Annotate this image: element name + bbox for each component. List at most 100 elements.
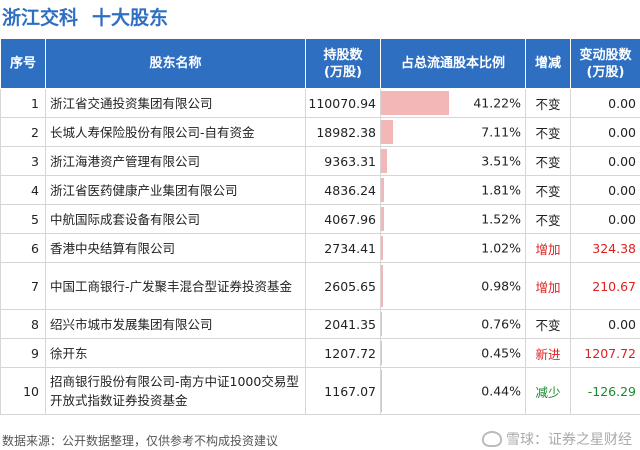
shares-held: 9363.31 (305, 146, 381, 176)
ratio-value: 0.76% (481, 316, 521, 332)
ratio-bar (381, 91, 449, 115)
delta-shares: 0.00 (570, 204, 640, 234)
delta-shares: 210.67 (570, 262, 640, 310)
table-row: 8 绍兴市城市发展集团有限公司 2041.35 0.76% 不变 0.00 (0, 309, 640, 339)
change-status: 不变 (525, 309, 571, 339)
shares-held: 1207.72 (305, 338, 381, 368)
row-index: 7 (0, 262, 46, 310)
ratio-cell: 1.52% (380, 204, 526, 234)
shares-held: 2734.41 (305, 233, 381, 263)
delta-shares: -126.29 (570, 367, 640, 415)
change-status: 增加 (525, 262, 571, 310)
ratio-cell: 0.45% (380, 338, 526, 368)
shares-held: 2605.65 (305, 262, 381, 310)
change-status: 不变 (525, 204, 571, 234)
ratio-bar (381, 341, 382, 365)
shareholder-name: 绍兴市城市发展集团有限公司 (45, 309, 306, 339)
ratio-bar (381, 265, 383, 307)
company-name: 浙江交科 (2, 7, 79, 29)
table-header-row: 序号 股东名称 持股数 (万股) 占总流通股本比例 增减 变动股数 (万股) (0, 38, 640, 89)
header-index: 序号 (0, 38, 46, 89)
header-shares-text: 持股数 (万股) (323, 47, 363, 80)
ratio-bar (381, 312, 383, 336)
ratio-bar (381, 149, 387, 173)
ratio-value: 3.51% (481, 153, 521, 169)
table-body: 1 浙江省交通投资集团有限公司 110070.94 41.22% 不变 0.00 2 长城人寿… (0, 88, 640, 415)
brand-text: 雪球：证券之星财经 (506, 432, 632, 448)
row-index: 6 (0, 233, 46, 263)
delta-shares: 0.00 (570, 117, 640, 147)
shares-held: 110070.94 (305, 88, 381, 118)
table-row: 9 徐开东 1207.72 0.45% 新进 1207.72 (0, 338, 640, 368)
row-index: 8 (0, 309, 46, 339)
shareholder-name: 徐开东 (45, 338, 306, 368)
ratio-value: 1.81% (481, 182, 521, 198)
change-status: 不变 (525, 146, 571, 176)
header-delta: 变动股数 (万股) (570, 38, 640, 89)
ratio-bar (381, 120, 393, 144)
shareholder-name: 浙江省交通投资集团有限公司 (45, 88, 306, 118)
ratio-value: 0.98% (481, 278, 521, 294)
delta-shares: 0.00 (570, 146, 640, 176)
ratio-bar (381, 178, 384, 202)
change-status: 不变 (525, 88, 571, 118)
shareholder-name: 长城人寿保险股份有限公司-自有资金 (45, 117, 306, 147)
row-index: 2 (0, 117, 46, 147)
shares-held: 1167.07 (305, 367, 381, 415)
ratio-cell: 41.22% (380, 88, 526, 118)
shareholder-name: 招商银行股份有限公司-南方中证1000交易型开放式指数证券投资基金 (45, 367, 306, 415)
row-index: 1 (0, 88, 46, 118)
shares-held: 18982.38 (305, 117, 381, 147)
row-index: 9 (0, 338, 46, 368)
shareholders-table: 序号 股东名称 持股数 (万股) 占总流通股本比例 增减 变动股数 (万股) 1… (0, 38, 640, 415)
ratio-cell: 1.81% (380, 175, 526, 205)
table-row: 10 招商银行股份有限公司-南方中证1000交易型开放式指数证券投资基金 1167.… (0, 367, 640, 415)
ratio-bar (381, 236, 383, 260)
brand-watermark: 雪球：证券之星财经 (482, 429, 632, 449)
shareholder-name: 浙江省医药健康产业集团有限公司 (45, 175, 306, 205)
table-row: 3 浙江海港资产管理有限公司 9363.31 3.51% 不变 0.00 (0, 146, 640, 176)
header-name: 股东名称 (45, 38, 306, 89)
shares-held: 4836.24 (305, 175, 381, 205)
ratio-cell: 0.44% (380, 367, 526, 415)
change-status: 增加 (525, 233, 571, 263)
table-row: 1 浙江省交通投资集团有限公司 110070.94 41.22% 不变 0.00 (0, 88, 640, 118)
data-source-note: 数据来源：公开数据整理，仅供参考不构成投资建议 (2, 434, 279, 448)
ratio-cell: 1.02% (380, 233, 526, 263)
table-row: 7 中国工商银行-广发聚丰混合型证券投资基金 2605.65 0.98% 增加 210.6… (0, 262, 640, 310)
shareholder-name: 中航国际成套设备有限公司 (45, 204, 306, 234)
row-index: 10 (0, 367, 46, 415)
ratio-bar (381, 207, 384, 231)
shareholder-name: 中国工商银行-广发聚丰混合型证券投资基金 (45, 262, 306, 310)
ratio-value: 41.22% (473, 95, 521, 111)
ratio-value: 1.52% (481, 211, 521, 227)
section-name: 十大股东 (92, 7, 169, 29)
ratio-cell: 0.98% (380, 262, 526, 310)
change-status: 新进 (525, 338, 571, 368)
ratio-bar (381, 370, 382, 412)
delta-shares: 1207.72 (570, 338, 640, 368)
shares-held: 2041.35 (305, 309, 381, 339)
table-row: 2 长城人寿保险股份有限公司-自有资金 18982.38 7.11% 不变 0.00 (0, 117, 640, 147)
delta-shares: 324.38 (570, 233, 640, 263)
ratio-cell: 7.11% (380, 117, 526, 147)
header-change: 增减 (525, 38, 571, 89)
change-status: 减少 (525, 367, 571, 415)
ratio-value: 0.45% (481, 345, 521, 361)
ratio-value: 1.02% (481, 240, 521, 256)
table-row: 6 香港中央结算有限公司 2734.41 1.02% 增加 324.38 (0, 233, 640, 263)
table-row: 5 中航国际成套设备有限公司 4067.96 1.52% 不变 0.00 (0, 204, 640, 234)
header-ratio: 占总流通股本比例 (380, 38, 526, 89)
page-title: 浙江交科 十大股东 (2, 3, 168, 33)
ratio-cell: 0.76% (380, 309, 526, 339)
delta-shares: 0.00 (570, 175, 640, 205)
ratio-cell: 3.51% (380, 146, 526, 176)
table-row: 4 浙江省医药健康产业集团有限公司 4836.24 1.81% 不变 0.00 (0, 175, 640, 205)
shares-held: 4067.96 (305, 204, 381, 234)
ratio-value: 0.44% (481, 383, 521, 399)
row-index: 5 (0, 204, 46, 234)
ratio-value: 7.11% (481, 124, 521, 140)
row-index: 4 (0, 175, 46, 205)
shareholder-name: 香港中央结算有限公司 (45, 233, 306, 263)
row-index: 3 (0, 146, 46, 176)
